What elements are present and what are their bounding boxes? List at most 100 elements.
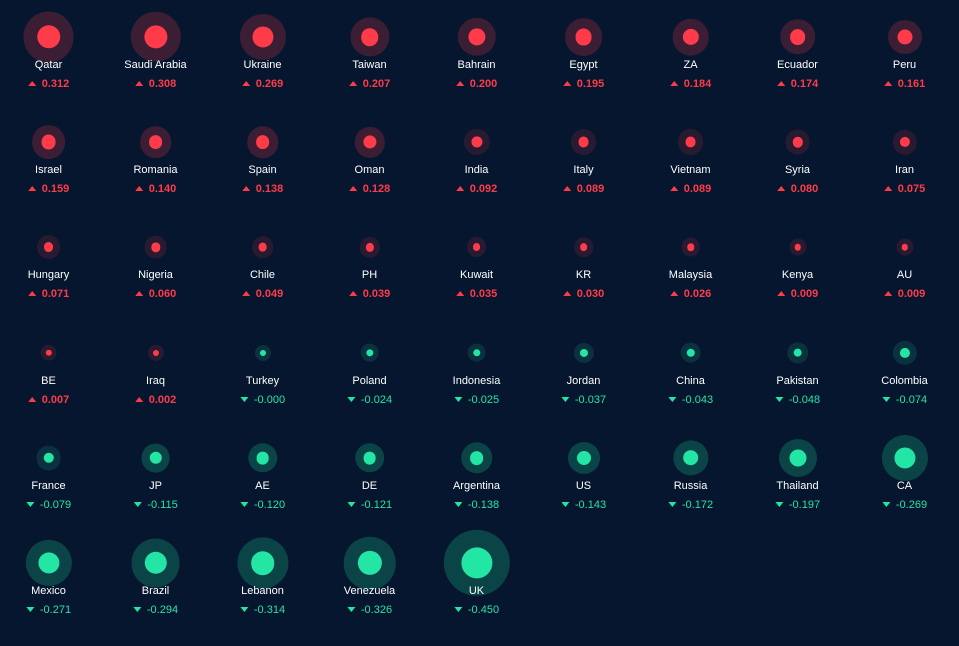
triangle-up-icon: [134, 396, 143, 402]
value-row: -0.143: [560, 499, 606, 511]
dot-core: [792, 136, 803, 148]
value-text: -0.326: [360, 604, 393, 616]
dot-core: [256, 451, 269, 465]
value-text: 0.030: [576, 288, 605, 301]
value-text: 0.174: [790, 78, 819, 90]
value-text: -0.121: [360, 498, 393, 511]
value-text: 0.312: [41, 78, 70, 90]
value-text: 0.089: [683, 183, 712, 196]
value-row: 0.002: [134, 394, 176, 406]
value-text: 0.128: [362, 183, 391, 196]
value-row: 0.030: [562, 288, 605, 301]
value-row: 0.089: [669, 183, 712, 196]
value-text: -0.269: [895, 498, 928, 511]
country-name: BE: [41, 374, 56, 387]
dot-core: [365, 348, 374, 357]
value-row: -0.074: [881, 394, 927, 406]
value-row: -0.450: [453, 604, 499, 616]
value-row: -0.000: [239, 394, 285, 406]
triangle-down-icon: [239, 396, 248, 402]
country-name: Qatar: [34, 59, 63, 71]
value-text: 0.161: [897, 78, 926, 90]
triangle-up-icon: [776, 291, 785, 297]
dot-core: [251, 26, 274, 48]
value-row: 0.075: [883, 183, 925, 195]
triangle-down-icon: [453, 607, 462, 612]
country-name: Brazil: [141, 585, 170, 597]
triangle-up-icon: [134, 81, 143, 86]
value-text: 0.089: [576, 183, 605, 196]
value-row: -0.294: [132, 604, 178, 616]
triangle-down-icon: [133, 501, 142, 507]
country-name: Taiwan: [352, 59, 387, 71]
dot-core: [685, 136, 696, 148]
dot-core: [896, 29, 913, 45]
triangle-down-icon: [132, 607, 141, 612]
dot-core: [149, 451, 162, 465]
triangle-down-icon: [239, 501, 248, 507]
triangle-down-icon: [346, 396, 355, 402]
value-text: 0.071: [41, 288, 70, 301]
country-name: Vietnam: [670, 164, 711, 177]
dot-core: [682, 449, 699, 466]
dot-core: [686, 348, 695, 357]
triangle-down-icon: [25, 607, 34, 612]
country-name: Oman: [354, 164, 385, 177]
value-text: 0.039: [362, 288, 391, 301]
triangle-up-icon: [883, 186, 892, 192]
country-name: Poland: [352, 374, 387, 387]
value-text: -0.172: [681, 498, 714, 511]
value-row: 0.140: [134, 183, 177, 196]
triangle-up-icon: [27, 396, 36, 402]
value-text: -0.314: [253, 604, 286, 616]
dot-core: [788, 449, 807, 467]
country-name: PH: [361, 269, 378, 282]
country-name: Colombia: [881, 374, 928, 387]
triangle-up-icon: [562, 186, 571, 192]
value-text: 0.009: [790, 288, 819, 301]
country-name: Ukraine: [243, 59, 282, 71]
dot-core: [682, 28, 699, 46]
dot-core: [579, 243, 588, 252]
value-row: 0.039: [348, 288, 391, 301]
country-name: Malaysia: [668, 269, 713, 282]
country-name: Kenya: [781, 269, 814, 282]
dot-core: [472, 243, 481, 252]
value-row: 0.184: [669, 78, 711, 90]
country-name: Iran: [895, 164, 914, 177]
value-text: 0.308: [148, 78, 177, 90]
value-row: 0.049: [241, 288, 283, 300]
triangle-down-icon: [774, 501, 783, 507]
triangle-up-icon: [455, 81, 464, 86]
value-row: -0.024: [346, 394, 392, 406]
dot-core: [148, 135, 163, 150]
country-name: Thailand: [776, 479, 819, 492]
dot-core: [899, 137, 910, 148]
country-name: Saudi Arabia: [124, 59, 187, 71]
value-row: 0.035: [455, 288, 497, 300]
value-row: -0.043: [667, 394, 713, 406]
country-name: Nigeria: [138, 269, 173, 282]
dot-core: [250, 551, 275, 575]
country-name: Russia: [673, 479, 708, 492]
country-name: Turkey: [245, 374, 280, 387]
country-name: Mexico: [31, 585, 66, 597]
dot-core: [37, 552, 60, 574]
value-row: -0.271: [25, 604, 71, 616]
country-name: Indonesia: [452, 374, 501, 387]
triangle-down-icon: [881, 396, 890, 402]
triangle-up-icon: [669, 291, 678, 297]
country-name: Hungary: [27, 269, 70, 282]
country-name: Bahrain: [457, 59, 496, 71]
triangle-down-icon: [667, 396, 676, 402]
country-name: Jordan: [566, 374, 601, 387]
country-name: Syria: [784, 164, 811, 177]
triangle-up-icon: [883, 291, 892, 297]
triangle-down-icon: [774, 396, 783, 402]
value-text: 0.159: [41, 183, 70, 196]
country-name: JP: [149, 479, 162, 492]
value-text: 0.140: [148, 183, 177, 196]
value-text: -0.025: [467, 393, 500, 406]
value-row: -0.314: [239, 604, 286, 616]
